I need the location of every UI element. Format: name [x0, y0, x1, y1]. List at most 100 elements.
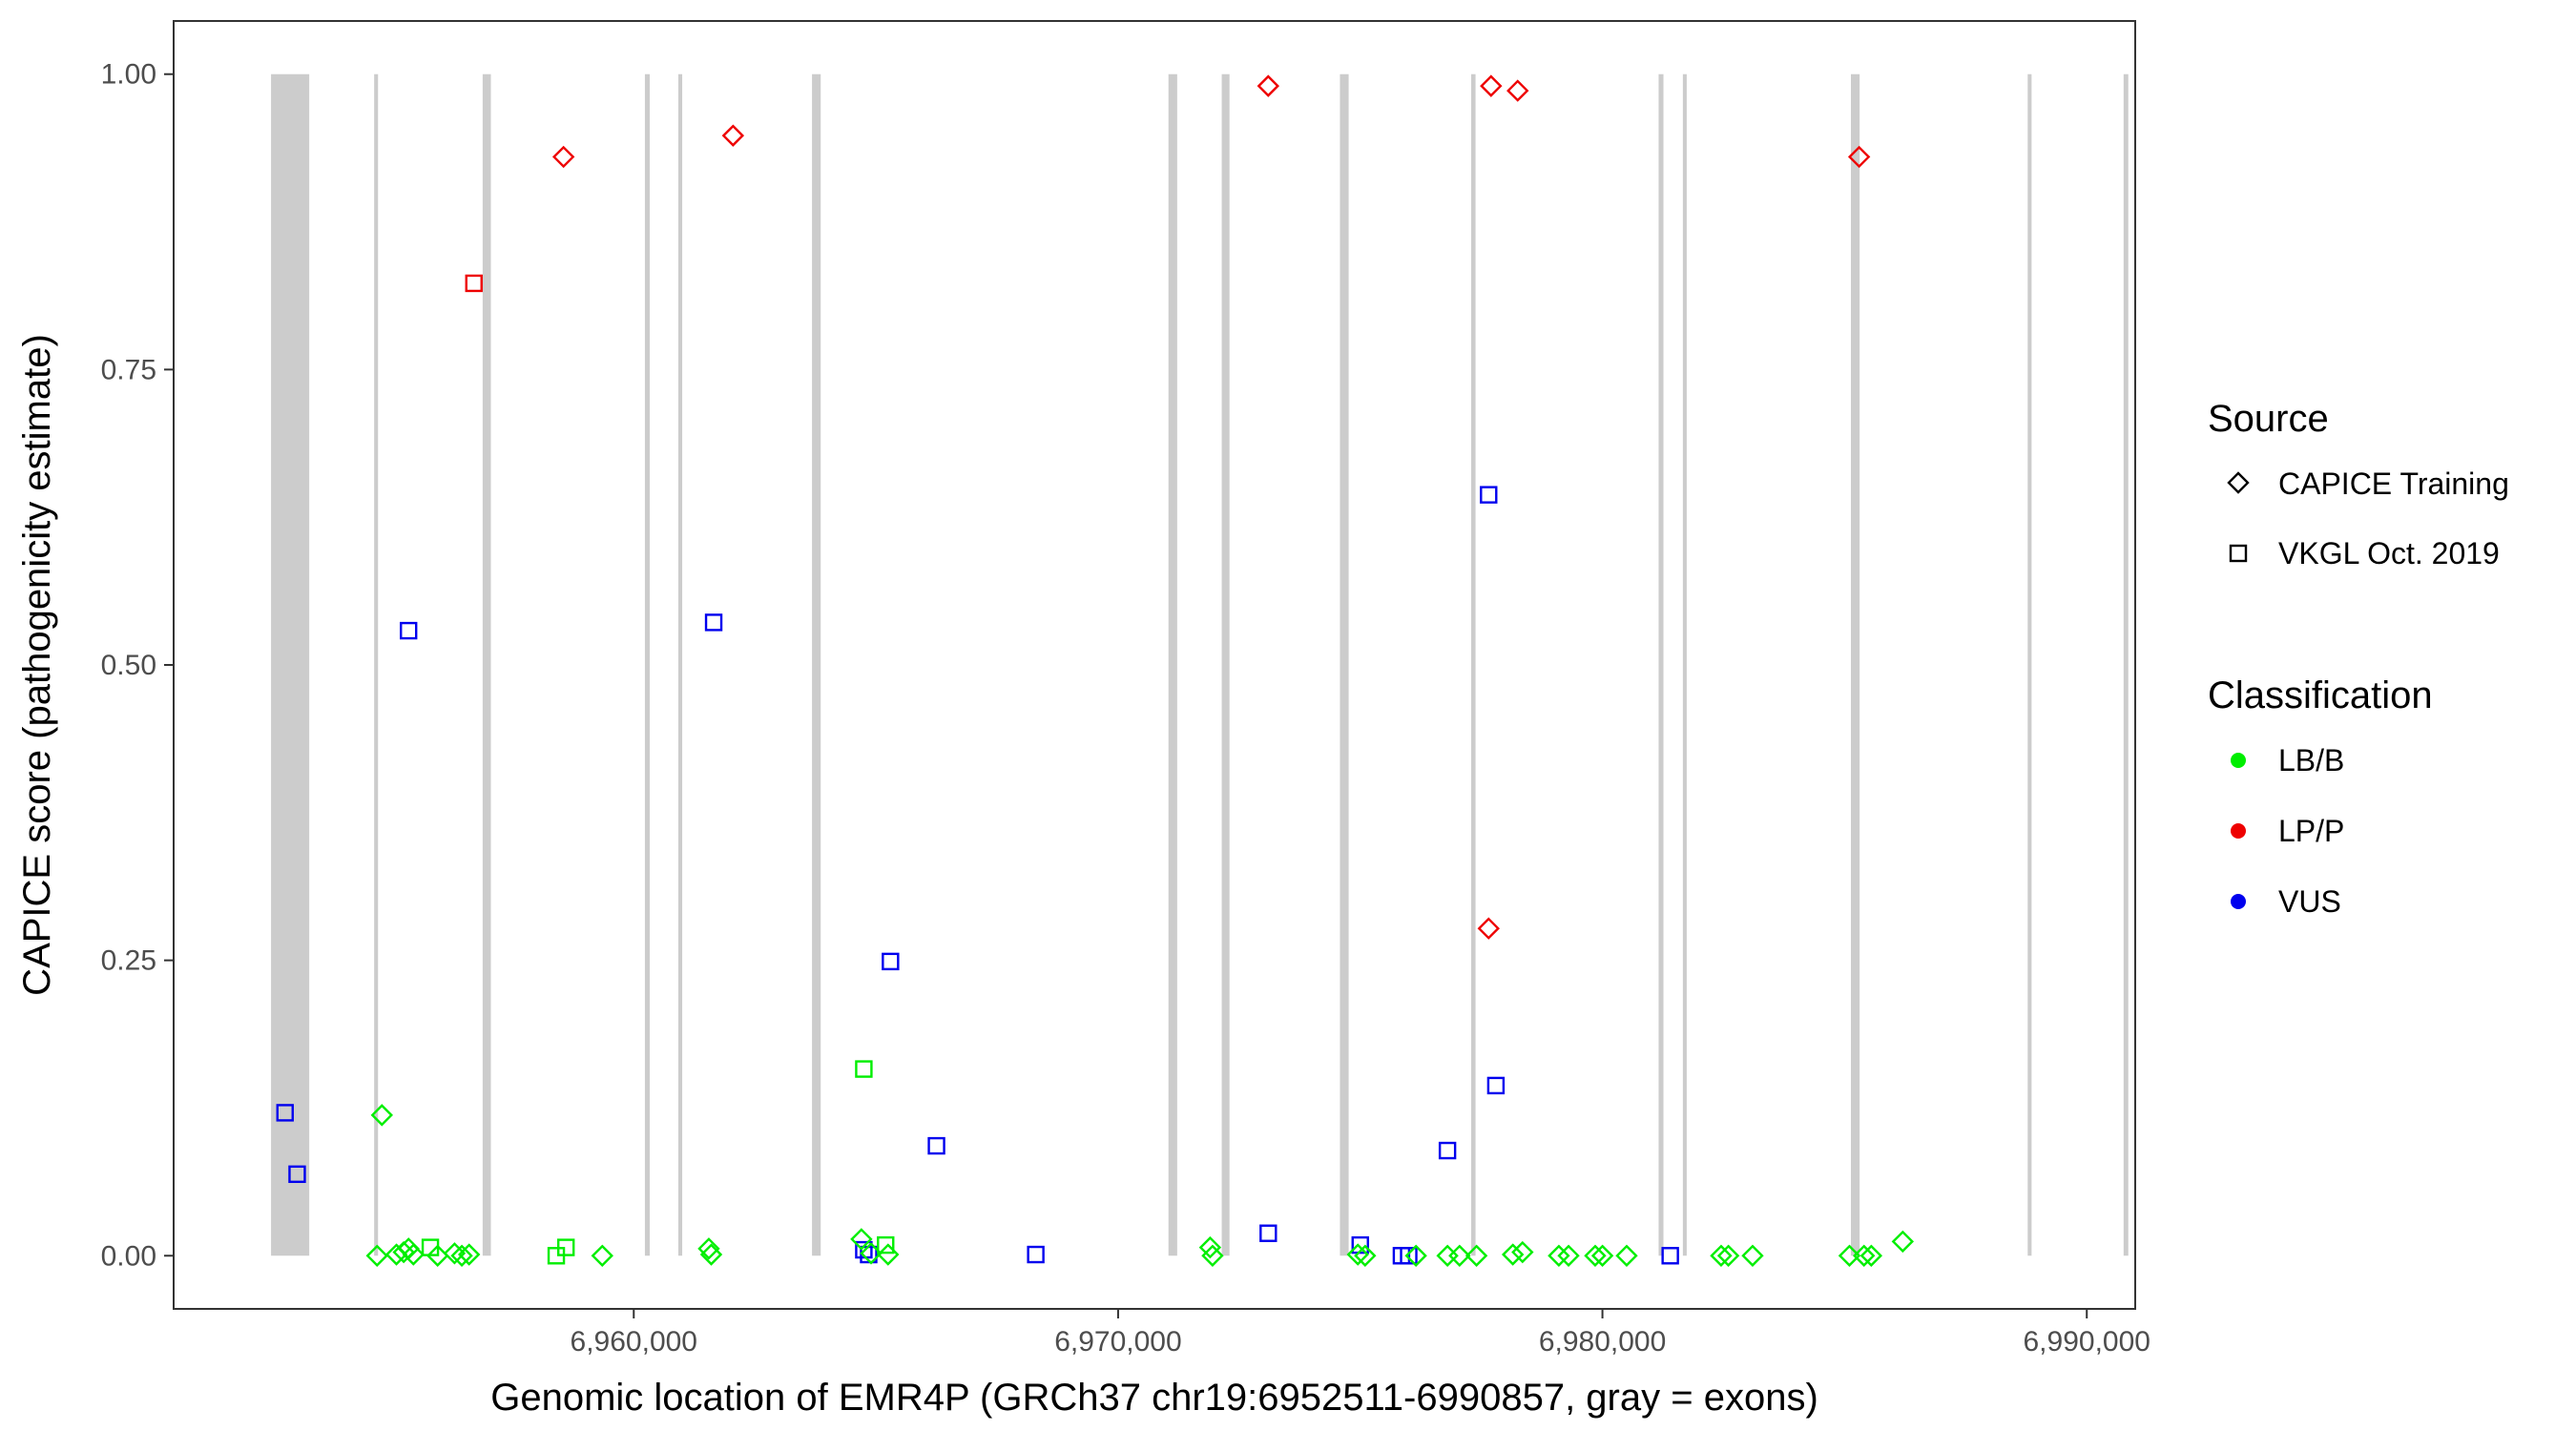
point-diamond-49 [1346, 1243, 1369, 1266]
point-diamond-44 [850, 1228, 873, 1251]
point-diamond-59 [1584, 1244, 1607, 1267]
point-diamond-5 [1506, 79, 1529, 102]
point-square-11 [400, 621, 418, 640]
legend-label-vkgl: VKGL Oct. 2019 [2278, 536, 2500, 570]
point-diamond-36 [402, 1243, 425, 1266]
legend-label-lbb: LB/B [2278, 743, 2344, 778]
point-diamond-54 [1465, 1244, 1488, 1267]
exon-band-8 [1221, 73, 1230, 1256]
point-diamond-39 [450, 1244, 473, 1267]
exon-band-3 [482, 73, 491, 1256]
legend-title-classification: Classification [2208, 674, 2433, 716]
exon-band-14 [2027, 73, 2032, 1256]
point-square-9 [276, 1104, 294, 1122]
point-diamond-43 [699, 1243, 723, 1266]
x-axis: 6,960,000 6,970,000 6,980,000 6,990,000 [571, 1309, 2150, 1358]
exon-band-11 [1658, 73, 1664, 1256]
point-diamond-53 [1448, 1244, 1471, 1267]
point-square-15 [855, 1240, 873, 1259]
x-tick-label-3: 6,980,000 [1539, 1326, 1666, 1358]
point-square-25 [1661, 1247, 1679, 1265]
exon-band-4 [644, 73, 651, 1256]
point-diamond-68 [1891, 1230, 1915, 1254]
point-diamond-7 [1477, 917, 1500, 940]
legend-label-lpp: LP/P [2278, 814, 2344, 848]
point-square-13 [882, 952, 900, 971]
point-diamond-66 [1853, 1244, 1876, 1267]
point-square-24 [1486, 1076, 1506, 1095]
point-diamond-31 [370, 1104, 393, 1127]
exon-band-2 [374, 73, 379, 1256]
point-diamond-50 [1354, 1244, 1377, 1267]
point-square-21 [1400, 1247, 1418, 1265]
exon-band-1 [271, 73, 310, 1256]
point-diamond-37 [426, 1244, 449, 1267]
point-square-29 [557, 1238, 575, 1256]
point-square-18 [1259, 1224, 1278, 1242]
point-diamond-57 [1548, 1244, 1570, 1267]
point-diamond-56 [1511, 1240, 1534, 1264]
point-square-14 [927, 1136, 945, 1155]
exon-band-9 [1340, 73, 1349, 1256]
point-diamond-41 [591, 1244, 613, 1267]
exon-band-13 [1851, 73, 1860, 1256]
point-diamond-65 [1838, 1244, 1861, 1267]
legend-key-vus [2231, 894, 2246, 909]
legend-key-diamond [2227, 471, 2250, 494]
x-tick-label-4: 6,990,000 [2024, 1326, 2150, 1358]
point-diamond-60 [1590, 1244, 1614, 1267]
data-points [276, 74, 1915, 1267]
point-diamond-47 [1198, 1235, 1222, 1259]
point-diamond-48 [1201, 1244, 1224, 1267]
point-square-12 [704, 613, 723, 632]
plot-background [174, 21, 2135, 1309]
legend-title-source: Source [2208, 398, 2329, 440]
point-square-17 [1027, 1245, 1045, 1264]
point-square-30 [877, 1235, 895, 1255]
point-diamond-2 [721, 124, 745, 147]
point-diamond-64 [1741, 1244, 1764, 1267]
legend-label-vus: VUS [2278, 884, 2341, 919]
exon-band-12 [1682, 73, 1687, 1256]
point-diamond-4 [1480, 74, 1503, 97]
point-diamond-58 [1557, 1244, 1580, 1267]
y-tick-label-4: 0.75 [101, 354, 156, 385]
point-diamond-6 [1847, 145, 1871, 169]
y-tick-label-5: 1.00 [101, 59, 156, 91]
exon-band-5 [677, 73, 683, 1256]
point-diamond-38 [443, 1242, 467, 1265]
point-diamond-1 [551, 145, 575, 169]
point-diamond-51 [1404, 1244, 1427, 1267]
point-diamond-61 [1615, 1244, 1638, 1267]
exon-bands [271, 73, 2129, 1256]
legend-key-square [2229, 544, 2248, 563]
x-axis-title: Genomic location of EMR4P (GRCh37 chr19:… [490, 1377, 1818, 1419]
y-tick-label-3: 0.50 [101, 650, 156, 681]
point-square-23 [1480, 486, 1498, 504]
y-axis: 0.00 0.25 0.50 0.75 1.00 [101, 59, 174, 1272]
point-square-10 [288, 1165, 306, 1184]
x-tick-label-1: 6,960,000 [571, 1326, 697, 1358]
point-square-22 [1438, 1141, 1457, 1160]
exon-band-7 [1168, 73, 1177, 1256]
point-diamond-32 [365, 1244, 388, 1267]
point-diamond-42 [697, 1237, 720, 1260]
point-diamond-40 [457, 1243, 481, 1266]
exon-band-15 [2123, 73, 2129, 1256]
legend-key-lpp [2231, 823, 2246, 839]
legend-label-capice-training: CAPICE Training [2278, 467, 2509, 501]
point-diamond-62 [1710, 1244, 1733, 1267]
point-diamond-3 [1257, 74, 1279, 97]
exon-band-10 [1471, 73, 1476, 1256]
y-tick-label-2: 0.25 [101, 945, 156, 977]
point-diamond-45 [860, 1242, 883, 1265]
y-axis-title: CAPICE score (pathogenicity estimate) [16, 334, 58, 996]
point-square-26 [855, 1060, 873, 1078]
exon-band-6 [812, 73, 821, 1256]
legend: Source CAPICE Training VKGL Oct. 2019 Cl… [2208, 398, 2509, 919]
point-diamond-63 [1716, 1244, 1740, 1267]
point-square-19 [1351, 1235, 1369, 1255]
point-diamond-46 [877, 1243, 900, 1266]
point-diamond-67 [1859, 1244, 1883, 1267]
